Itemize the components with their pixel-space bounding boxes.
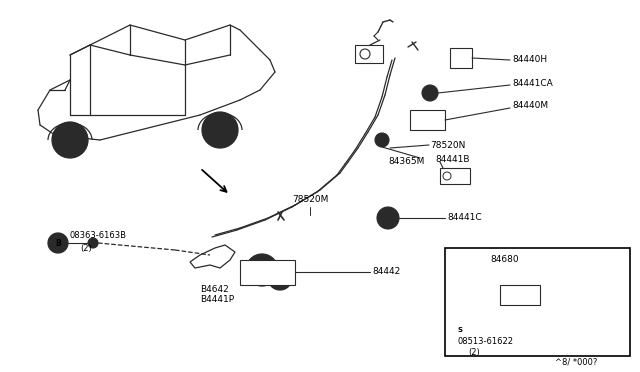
Text: 84442: 84442	[372, 267, 400, 276]
Text: B4642: B4642	[200, 285, 228, 295]
Circle shape	[88, 238, 98, 248]
Text: 78520N: 78520N	[430, 141, 465, 150]
Text: 84441C: 84441C	[447, 214, 482, 222]
Text: 84440H: 84440H	[512, 55, 547, 64]
Text: 08363-6163B: 08363-6163B	[70, 231, 127, 241]
Polygon shape	[190, 245, 235, 268]
Circle shape	[451, 321, 469, 339]
Text: B4441P: B4441P	[200, 295, 234, 305]
Bar	[240, 260, 295, 285]
Text: 84441CA: 84441CA	[512, 78, 553, 87]
Text: 78520M: 78520M	[292, 196, 328, 205]
Circle shape	[48, 233, 68, 253]
Circle shape	[377, 207, 399, 229]
Circle shape	[422, 85, 438, 101]
Text: 08513-61622: 08513-61622	[458, 337, 514, 346]
Text: (2): (2)	[468, 347, 480, 356]
Bar	[355, 45, 383, 63]
Bar	[450, 48, 472, 68]
Text: B: B	[55, 238, 61, 247]
Text: 84680: 84680	[490, 256, 518, 264]
Circle shape	[202, 112, 238, 148]
Circle shape	[268, 266, 292, 290]
Text: 84365M: 84365M	[388, 157, 424, 167]
Bar	[445, 248, 630, 356]
Text: S: S	[458, 327, 463, 333]
Bar	[500, 285, 540, 305]
Text: ^8/ *000?: ^8/ *000?	[555, 357, 597, 366]
Circle shape	[375, 133, 389, 147]
Circle shape	[52, 122, 88, 158]
Circle shape	[246, 254, 278, 286]
Text: (2): (2)	[80, 244, 92, 253]
Bar	[440, 168, 470, 184]
Bar	[410, 110, 445, 130]
Circle shape	[471, 286, 489, 304]
Text: 84440M: 84440M	[512, 102, 548, 110]
Text: 84441B: 84441B	[435, 155, 470, 164]
